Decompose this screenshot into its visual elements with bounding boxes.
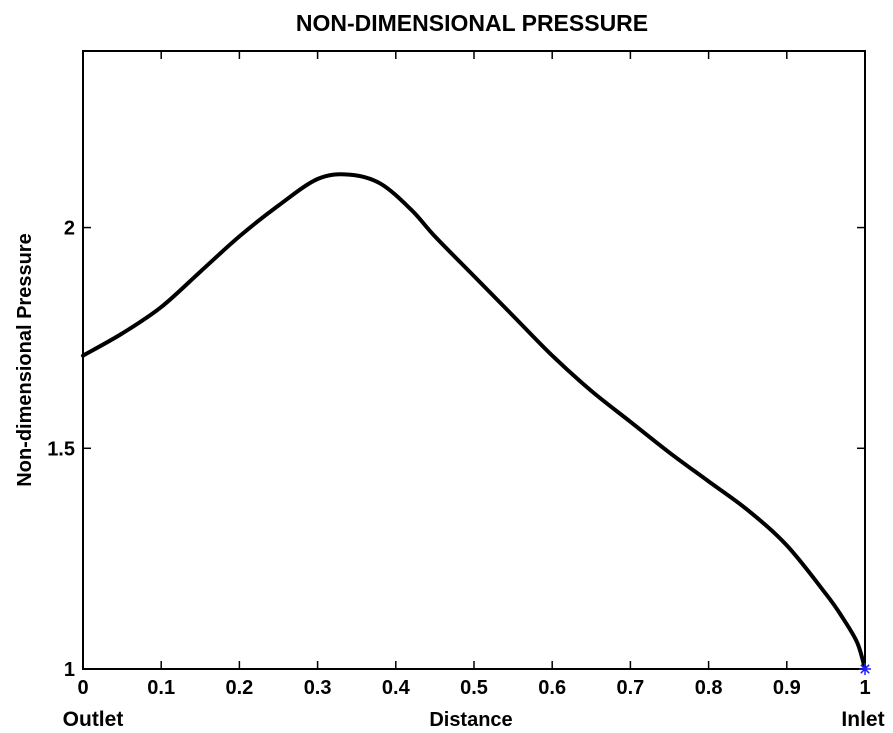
x-end-label-left: Outlet (63, 708, 124, 731)
x-tick-label: 1 (859, 677, 870, 699)
x-tick-label: 0.4 (382, 677, 411, 699)
chart-title: NON-DIMENSIONAL PRESSURE (296, 10, 648, 36)
x-tick-label: 0.5 (460, 677, 488, 699)
x-tick-label: 0.6 (538, 677, 566, 699)
plot-area (82, 50, 866, 670)
series-line-0 (81, 172, 867, 671)
x-tick-label: 0.9 (773, 677, 801, 699)
x-end-label-right: Inlet (841, 708, 884, 731)
y-axis-label: Non-dimensional Pressure (14, 233, 36, 486)
x-tick-label: 0.2 (225, 677, 253, 699)
ticks-group: 0 0.1 0.2 0.3 0.4 0.5 0.6 0.7 0.8 0.9 1 1 1.5 2 (47, 51, 871, 699)
y-tick-label: 1.5 (47, 438, 75, 460)
x-tick-label: 0 (77, 677, 88, 699)
series-group (81, 172, 867, 671)
x-tick-label: 0.8 (695, 677, 723, 699)
x-tick-label: 0.7 (616, 677, 644, 699)
x-axis-label: Distance (429, 709, 512, 731)
x-tick-label: 0.3 (304, 677, 332, 699)
x-tick-label: 0.1 (147, 677, 175, 699)
marker-group (859, 663, 871, 675)
y-tick-label: 2 (64, 218, 75, 240)
y-tick-label: 1 (64, 659, 75, 681)
star-marker (859, 663, 871, 675)
